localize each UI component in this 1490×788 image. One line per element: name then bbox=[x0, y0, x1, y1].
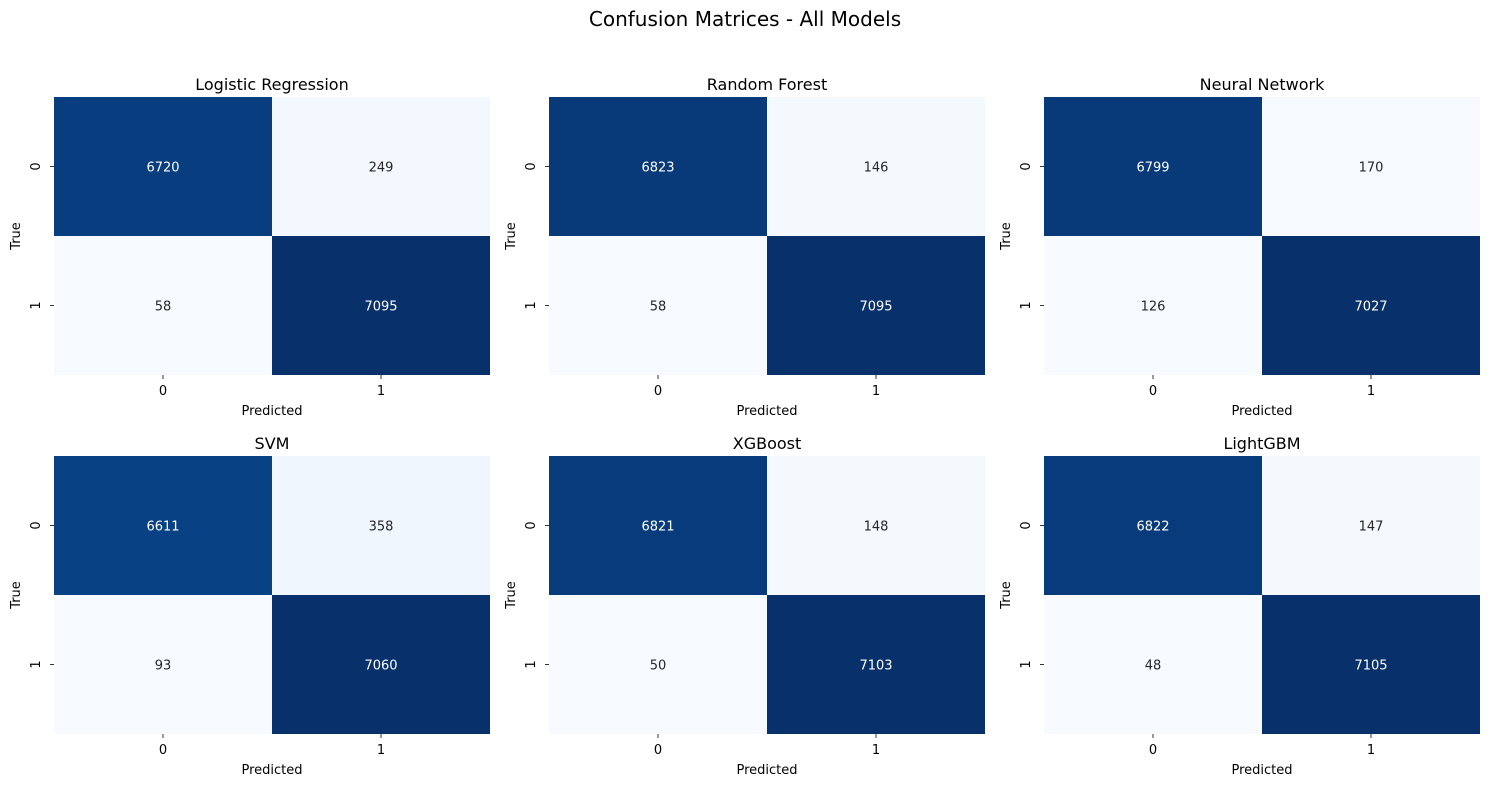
cell-value-label: 93 bbox=[155, 659, 172, 674]
y-tick-label: 0 bbox=[524, 521, 539, 529]
cell-value-label: 170 bbox=[1359, 161, 1384, 176]
cell-value-label: 146 bbox=[864, 161, 889, 176]
x-tick-label: 1 bbox=[377, 743, 385, 758]
panel-title: SVM bbox=[255, 434, 290, 453]
x-tick-label: 0 bbox=[159, 384, 167, 399]
heatmap-cell bbox=[54, 595, 272, 734]
heatmap-cell bbox=[54, 236, 272, 375]
y-tick-label: 1 bbox=[29, 301, 44, 309]
panel-title: XGBoost bbox=[733, 434, 802, 453]
x-axis-label: Predicted bbox=[241, 404, 302, 419]
y-axis-label: True bbox=[999, 222, 1014, 251]
heatmap-cell bbox=[549, 236, 767, 375]
y-tick-label: 0 bbox=[1019, 521, 1034, 529]
cell-value-label: 358 bbox=[369, 520, 394, 535]
heatmap-cell bbox=[1044, 595, 1262, 734]
heatmap-cell bbox=[1044, 97, 1262, 236]
heatmap-cell bbox=[1044, 456, 1262, 595]
heatmap-cell bbox=[272, 97, 490, 236]
heatmap-cell bbox=[767, 456, 985, 595]
cell-value-label: 147 bbox=[1359, 520, 1384, 535]
x-tick-label: 0 bbox=[654, 743, 662, 758]
heatmap-cell bbox=[1044, 236, 1262, 375]
heatmap-cell bbox=[272, 236, 490, 375]
y-axis-label: True bbox=[504, 222, 519, 251]
y-tick-label: 1 bbox=[1019, 660, 1034, 668]
heatmap-cell bbox=[1262, 97, 1480, 236]
y-axis-label: True bbox=[999, 581, 1014, 610]
x-tick-label: 1 bbox=[872, 384, 880, 399]
heatmap-cell bbox=[54, 456, 272, 595]
y-axis-label: True bbox=[9, 222, 24, 251]
cell-value-label: 7027 bbox=[1354, 300, 1387, 315]
panel-title: Neural Network bbox=[1200, 75, 1325, 94]
cell-value-label: 7105 bbox=[1354, 659, 1387, 674]
panel-title: Logistic Regression bbox=[195, 75, 348, 94]
cell-value-label: 58 bbox=[155, 300, 172, 315]
y-axis-label: True bbox=[9, 581, 24, 610]
cell-value-label: 7103 bbox=[859, 659, 892, 674]
figure-suptitle: Confusion Matrices - All Models bbox=[589, 7, 901, 31]
cell-value-label: 50 bbox=[650, 659, 667, 674]
heatmap-cell bbox=[549, 595, 767, 734]
cell-value-label: 7060 bbox=[364, 659, 397, 674]
cell-value-label: 6611 bbox=[146, 520, 179, 535]
y-tick-label: 1 bbox=[524, 301, 539, 309]
x-tick-label: 0 bbox=[1149, 743, 1157, 758]
x-axis-label: Predicted bbox=[1231, 404, 1292, 419]
y-tick-label: 0 bbox=[524, 162, 539, 170]
x-tick-label: 0 bbox=[1149, 384, 1157, 399]
cell-value-label: 7095 bbox=[364, 300, 397, 315]
heatmap-cell bbox=[549, 456, 767, 595]
cell-value-label: 48 bbox=[1145, 659, 1162, 674]
heatmap-cell bbox=[272, 456, 490, 595]
cell-value-label: 6799 bbox=[1136, 161, 1169, 176]
x-axis-label: Predicted bbox=[736, 763, 797, 778]
cell-value-label: 6823 bbox=[641, 161, 674, 176]
x-tick-label: 1 bbox=[872, 743, 880, 758]
heatmap-cell bbox=[767, 595, 985, 734]
x-axis-label: Predicted bbox=[1231, 763, 1292, 778]
panel-title: LightGBM bbox=[1223, 434, 1300, 453]
heatmap-cell bbox=[1262, 595, 1480, 734]
x-tick-label: 0 bbox=[654, 384, 662, 399]
y-tick-label: 0 bbox=[29, 162, 44, 170]
heatmap-cell bbox=[54, 97, 272, 236]
heatmap-cell bbox=[272, 595, 490, 734]
y-tick-label: 0 bbox=[29, 521, 44, 529]
cell-value-label: 249 bbox=[369, 161, 394, 176]
y-tick-label: 1 bbox=[1019, 301, 1034, 309]
cell-value-label: 7095 bbox=[859, 300, 892, 315]
x-tick-label: 1 bbox=[1367, 743, 1375, 758]
panel-title: Random Forest bbox=[707, 75, 827, 94]
cell-value-label: 6821 bbox=[641, 520, 674, 535]
x-tick-label: 1 bbox=[1367, 384, 1375, 399]
cell-value-label: 6822 bbox=[1136, 520, 1169, 535]
x-axis-label: Predicted bbox=[241, 763, 302, 778]
x-tick-label: 1 bbox=[377, 384, 385, 399]
cell-value-label: 58 bbox=[650, 300, 667, 315]
cell-value-label: 126 bbox=[1141, 300, 1166, 315]
x-axis-label: Predicted bbox=[736, 404, 797, 419]
y-tick-label: 0 bbox=[1019, 162, 1034, 170]
cell-value-label: 148 bbox=[864, 520, 889, 535]
y-tick-label: 1 bbox=[29, 660, 44, 668]
heatmap-cell bbox=[549, 97, 767, 236]
y-tick-label: 1 bbox=[524, 660, 539, 668]
y-axis-label: True bbox=[504, 581, 519, 610]
cell-value-label: 6720 bbox=[146, 161, 179, 176]
heatmap-cell bbox=[1262, 456, 1480, 595]
x-tick-label: 0 bbox=[159, 743, 167, 758]
heatmap-cell bbox=[767, 97, 985, 236]
heatmap-cell bbox=[767, 236, 985, 375]
heatmap-cell bbox=[1262, 236, 1480, 375]
